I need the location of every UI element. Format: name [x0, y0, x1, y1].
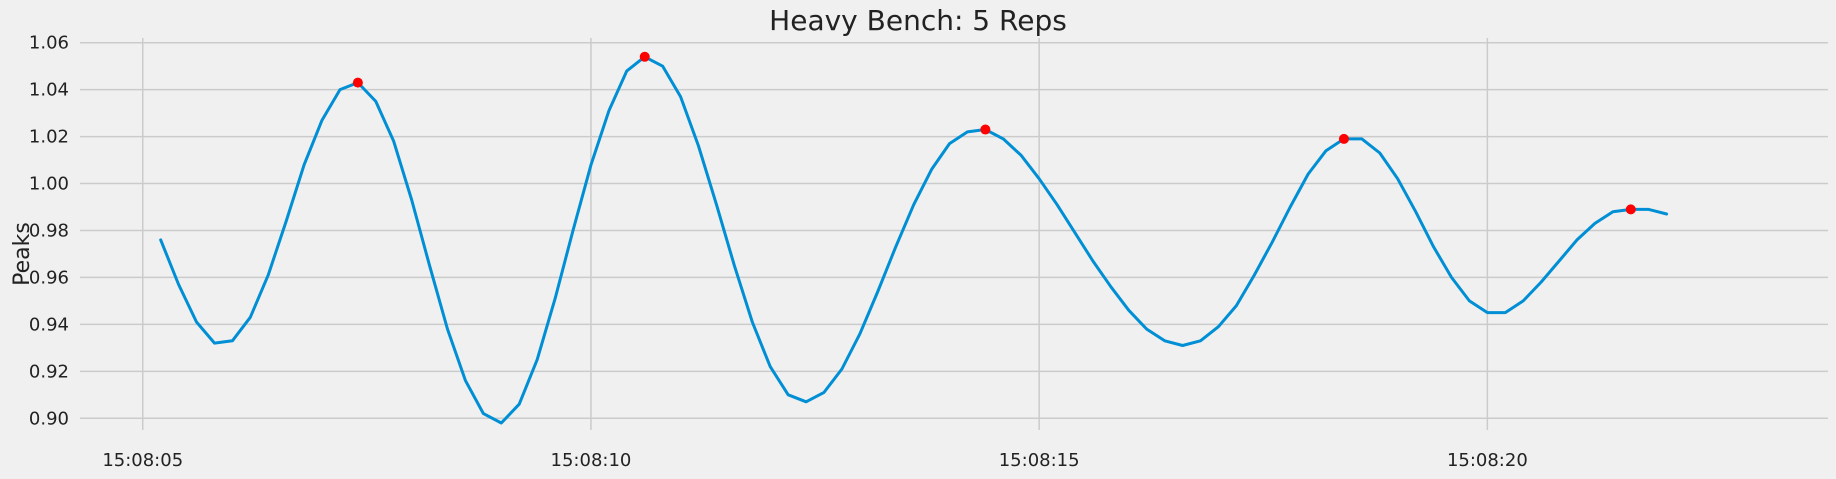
x-tick-label: 15:08:15: [999, 450, 1080, 471]
y-tick-label: 1.02: [29, 127, 69, 148]
y-tick-label: 0.98: [29, 220, 69, 241]
y-tick-label: 0.96: [29, 267, 69, 288]
y-tick-label: 1.04: [29, 80, 69, 101]
chart-title: Heavy Bench: 5 Reps: [769, 4, 1067, 37]
y-tick-label: 0.94: [29, 314, 69, 335]
peak-marker: [639, 51, 650, 62]
peaks-layer: [352, 51, 1636, 215]
y-tick-label: 0.90: [29, 408, 69, 429]
series-layer: [159, 55, 1669, 425]
series-line-0: [159, 55, 1669, 425]
y-tick-label: 1.00: [29, 174, 69, 195]
x-tick-label: 15:08:20: [1447, 450, 1528, 471]
y-axis-label: Peaks: [10, 222, 35, 286]
y-axis-ticks: 0.90 0.92 0.94 0.96 0.98 1.00 1.02 1.04 1.06: [29, 33, 69, 430]
y-tick-label: 1.06: [29, 33, 69, 54]
peak-marker: [980, 124, 991, 135]
x-tick-label: 15:08:05: [102, 450, 183, 471]
x-tick-label: 15:08:10: [551, 450, 632, 471]
grid: [80, 38, 1828, 430]
x-axis-ticks: 15:08:05 15:08:10 15:08:15 15:08:20: [102, 450, 1527, 471]
peak-marker: [352, 77, 363, 88]
peak-marker: [1625, 204, 1636, 215]
y-tick-label: 0.92: [29, 361, 69, 382]
peak-marker: [1338, 133, 1349, 144]
